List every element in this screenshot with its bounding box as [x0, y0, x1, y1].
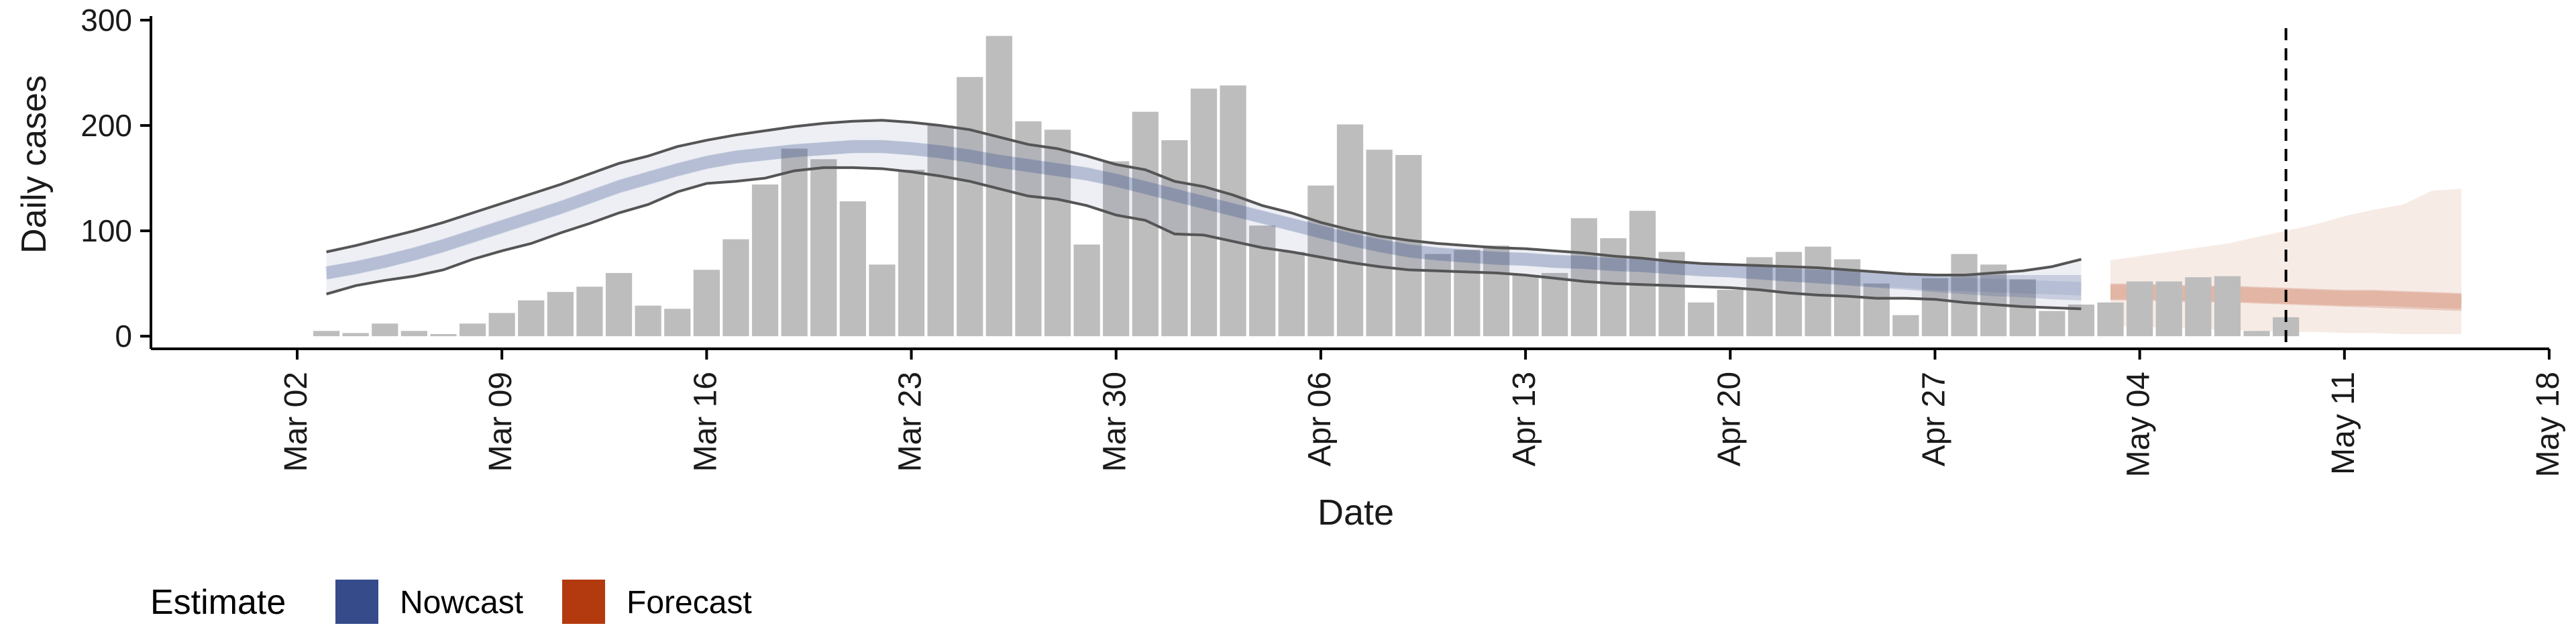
bar	[1980, 264, 2007, 337]
bar	[722, 239, 749, 337]
bar	[459, 323, 486, 337]
bar	[781, 148, 808, 337]
bar	[1249, 225, 1276, 337]
bar	[2185, 277, 2212, 337]
y-tick-label: 200	[80, 108, 132, 143]
bar	[1073, 244, 1100, 337]
bar	[1103, 161, 1130, 337]
bar	[2039, 311, 2065, 337]
axes-layer: 0 100 200 300 Mar 02 Mar 09 Mar 16 Mar 23 Mar 30…	[80, 3, 2566, 477]
bar	[869, 264, 896, 337]
legend-label-forecast: Forecast	[627, 585, 752, 621]
bar	[1161, 140, 1188, 337]
bar	[2243, 331, 2270, 337]
bar	[605, 272, 633, 337]
bar	[1512, 275, 1539, 337]
bar	[2127, 281, 2153, 337]
legend: Estimate Nowcast Forecast	[150, 580, 752, 624]
bar	[1892, 315, 1919, 337]
nowcast-median-line	[325, 140, 2082, 296]
bar	[1483, 246, 1510, 337]
bar	[2097, 302, 2124, 337]
x-tick-label: Mar 16	[688, 372, 723, 472]
bar	[547, 292, 574, 337]
bar	[430, 334, 457, 337]
nowcast-50-band	[326, 140, 2082, 301]
bar	[1805, 246, 1831, 337]
bar	[898, 170, 925, 337]
bar	[693, 270, 720, 337]
nowcast-lower-line	[326, 166, 2082, 311]
bars-layer	[313, 36, 2300, 337]
bar	[1921, 278, 1949, 337]
bar	[1629, 211, 1656, 337]
bar	[518, 300, 545, 337]
x-tick-label: Mar 02	[278, 372, 314, 472]
legend-swatch-nowcast	[335, 580, 378, 624]
bar	[1658, 252, 1685, 337]
bar	[927, 125, 954, 337]
bar	[1454, 250, 1481, 337]
x-tick-label: Apr 20	[1711, 372, 1747, 466]
bar	[1717, 290, 1743, 337]
bar	[751, 184, 779, 337]
nowcast-layer	[325, 119, 2082, 311]
bar	[1190, 89, 1218, 337]
bar	[839, 201, 866, 337]
bar	[2068, 305, 2095, 337]
bar	[2214, 276, 2241, 337]
nowcast-90-band	[326, 120, 2082, 309]
legend-label-nowcast: Nowcast	[400, 585, 523, 621]
bar	[372, 323, 398, 337]
x-tick-label: May 04	[2121, 372, 2157, 477]
legend-swatch-forecast	[562, 580, 605, 624]
bar	[664, 309, 691, 337]
bar	[400, 331, 427, 337]
bar	[1863, 283, 1890, 337]
bar	[576, 286, 603, 337]
y-tick-label: 100	[80, 213, 132, 248]
bar	[1220, 85, 1246, 337]
x-tick-label: Mar 23	[893, 372, 928, 472]
bar	[1278, 252, 1305, 337]
y-tick-label: 0	[115, 319, 132, 354]
x-tick-label: Mar 09	[483, 372, 519, 472]
bar	[1015, 121, 1042, 337]
y-axis-label: Daily cases	[15, 75, 54, 254]
bar	[2155, 281, 2182, 337]
bar	[1366, 150, 1393, 337]
x-tick-label: May 18	[2530, 372, 2566, 477]
bar	[810, 159, 837, 337]
x-axis-label: Date	[1318, 492, 1394, 533]
bar	[1424, 254, 1451, 337]
x-tick-label: Mar 30	[1097, 372, 1133, 472]
nowcast-upper-line	[326, 119, 2082, 277]
x-tick-label: May 11	[2326, 372, 2361, 475]
bar	[635, 305, 661, 337]
bar	[342, 333, 369, 337]
x-tick-label: Apr 06	[1302, 372, 1338, 466]
x-tick-label: Apr 13	[1507, 372, 1542, 466]
bar	[488, 313, 515, 337]
bar	[957, 76, 983, 337]
y-tick-label: 300	[80, 3, 132, 38]
bar	[313, 331, 340, 337]
bar	[1570, 218, 1597, 337]
x-tick-label: Apr 27	[1916, 372, 1951, 466]
bar	[1044, 129, 1071, 337]
legend-title: Estimate	[150, 583, 286, 622]
bar	[1688, 302, 1715, 337]
bar	[1307, 185, 1334, 337]
bar	[1395, 155, 1422, 337]
bar	[1746, 257, 1773, 337]
bar	[1951, 254, 1978, 337]
bar	[1542, 272, 1568, 337]
bar	[1600, 238, 1627, 337]
